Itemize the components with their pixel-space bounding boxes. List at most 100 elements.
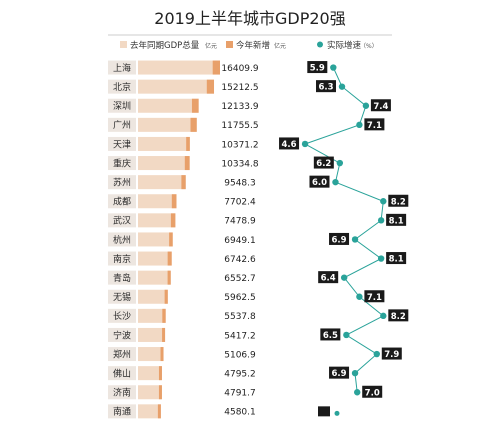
growth-point [356, 293, 363, 300]
bar-increment [164, 289, 168, 304]
growth-label: 4.6 [282, 140, 297, 150]
growth-point [336, 159, 344, 167]
value-label: 6742.6 [224, 255, 256, 265]
growth-point [380, 312, 387, 320]
city-label: 宁波 [113, 329, 131, 341]
row-8: 武汉 7478.9 [108, 213, 256, 228]
growth-point [351, 236, 359, 243]
value-label: 12133.9 [221, 102, 258, 112]
city-cell [108, 117, 136, 132]
growth-point [332, 178, 339, 186]
bar-base [138, 385, 162, 400]
row-4: 天津 10371.2 [108, 136, 259, 151]
growth-box [386, 213, 407, 226]
bar-increment [158, 366, 162, 381]
growth-point [377, 217, 385, 224]
growth-label: 6.2 [316, 159, 331, 169]
row-2: 深圳 12133.9 [108, 98, 259, 113]
growth-label: 8.1 [389, 216, 404, 226]
city-label: 成都 [113, 196, 131, 208]
bar-increment [190, 117, 197, 132]
bar-increment [191, 98, 199, 113]
bar-increment [167, 270, 171, 285]
bar-increment [212, 60, 220, 75]
bar-base [138, 156, 190, 171]
city-label: 重庆 [113, 157, 131, 169]
growth-box [329, 232, 350, 245]
city-label: 南通 [113, 406, 131, 418]
value-label: 4791.7 [224, 389, 256, 399]
growth-label: 7.1 [367, 293, 382, 303]
value-label: 15212.5 [221, 83, 258, 93]
city-cell [108, 347, 136, 362]
legend-unit-growth: （%） [360, 43, 378, 50]
bar-base [138, 136, 190, 151]
growth-label: 8.2 [391, 197, 406, 207]
growth-label: 6.4 [321, 274, 336, 284]
city-cell [108, 175, 136, 190]
row-18: 南通 4580.1 [108, 404, 256, 419]
city-label: 武汉 [113, 215, 131, 227]
value-label: 7702.4 [224, 198, 256, 208]
growth-box [316, 80, 336, 93]
city-cell [108, 79, 136, 94]
bar-base [138, 194, 177, 209]
growth-label: 6.3 [318, 83, 333, 93]
value-label: 10371.2 [221, 140, 258, 150]
growth-label: 6.0 [312, 178, 327, 188]
city-label: 苏州 [113, 176, 131, 188]
bar-base [138, 251, 172, 266]
bar-increment [162, 308, 166, 323]
rows-group: 上海 16409.9 北京 15212.5 深圳 12133.9 广州 11755.5 天津 10… [108, 60, 259, 419]
row-7: 成都 7702.4 [108, 194, 256, 209]
value-label: 10334.8 [221, 159, 258, 169]
city-label: 青岛 [113, 272, 131, 284]
city-cell [108, 232, 136, 247]
city-label: 郑州 [113, 348, 131, 360]
growth-point-partial [334, 410, 340, 416]
city-label: 北京 [113, 81, 131, 93]
bar-base [138, 308, 166, 323]
bar-base [138, 327, 166, 342]
growth-box [388, 194, 409, 207]
bar-base [138, 117, 197, 132]
bar-increment [160, 347, 164, 362]
bar-base [138, 98, 199, 113]
growth-box [318, 271, 339, 284]
city-cell [108, 308, 136, 323]
city-label: 广州 [113, 119, 131, 131]
bar-base [138, 232, 173, 247]
growth-label: 5.9 [310, 64, 325, 74]
value-label: 4580.1 [224, 408, 256, 418]
bar-increment [157, 404, 161, 419]
city-cell [108, 136, 136, 151]
row-3: 广州 11755.5 [108, 117, 259, 132]
growth-label: 7.4 [373, 102, 388, 112]
value-label: 4795.2 [224, 369, 256, 379]
growth-box [313, 156, 334, 169]
value-label: 5417.2 [224, 331, 256, 341]
growth-box [370, 99, 391, 112]
bar-base [138, 60, 220, 75]
bar-base [138, 79, 215, 94]
city-label: 无锡 [113, 292, 131, 303]
row-9: 杭州 6949.1 [108, 232, 256, 247]
legend: 去年同期GDP总量 亿元 今年新增 亿元 实际增速 （%） [120, 40, 378, 51]
city-label: 南京 [113, 253, 131, 265]
row-17: 济南 4791.7 [108, 385, 256, 400]
city-label: 济南 [113, 387, 131, 399]
city-cell [108, 156, 136, 171]
growth-label: 6.5 [323, 331, 338, 341]
growth-point [340, 274, 348, 281]
bar-base [138, 289, 168, 304]
value-label: 9548.3 [224, 178, 256, 188]
growth-box [320, 328, 341, 341]
row-5: 重庆 10334.8 [108, 156, 259, 171]
growth-point [380, 198, 387, 205]
city-label: 佛山 [113, 367, 131, 379]
growth-box [364, 118, 385, 131]
bar-increment [186, 136, 190, 151]
bar-increment [167, 251, 172, 266]
bar-increment [171, 194, 177, 209]
value-label: 7478.9 [224, 217, 256, 227]
